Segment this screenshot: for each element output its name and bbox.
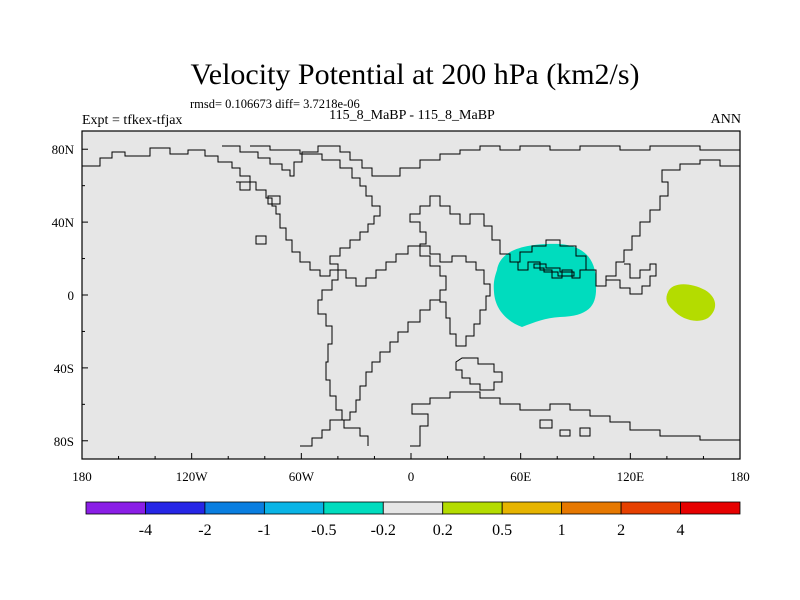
y-tick-label: 80N [52, 142, 75, 157]
colorbar-swatch [680, 501, 741, 515]
negative-anomaly-region [493, 243, 597, 327]
coastline-arctic-islands [236, 181, 281, 245]
latitude-axis: 80N 40N 0 40S 80S [52, 142, 88, 449]
y-tick-label: 80S [54, 434, 74, 449]
colorbar-label: 2 [617, 522, 625, 539]
coastline-asia-south [510, 261, 586, 279]
colorbar: -4 -2 -1 -0.5 -0.2 0.2 0.5 1 2 4 [85, 501, 741, 539]
x-tick-label: 120E [617, 469, 645, 484]
x-tick-label: 120W [176, 469, 209, 484]
colorbar-swatch [561, 501, 622, 515]
coastline-eurasia-africa [382, 145, 740, 287]
y-tick-label: 40N [52, 215, 75, 230]
x-tick-label: 0 [408, 469, 415, 484]
x-tick-label: 180 [730, 469, 750, 484]
case-label: 115_8_MaBP - 115_8_MaBP [329, 108, 495, 123]
coastline-australia [455, 357, 503, 391]
colorbar-label: 4 [677, 522, 685, 539]
colorbar-label: -4 [139, 522, 152, 539]
colorbar-label: -0.5 [311, 522, 336, 539]
y-tick-label: 0 [68, 288, 75, 303]
coastline-north-america [82, 145, 381, 277]
colorbar-swatch [442, 501, 503, 515]
colorbar-swatch [263, 501, 325, 515]
coastline-africa [420, 245, 491, 347]
x-tick-label: 60E [510, 469, 531, 484]
positive-anomaly-region [666, 284, 716, 321]
colorbar-swatch [204, 501, 265, 515]
colorbar-label: -0.2 [371, 522, 396, 539]
colorbar-swatch [85, 501, 146, 515]
x-tick-label: 180 [72, 469, 92, 484]
colorbar-label: 0.5 [492, 522, 512, 539]
stats-line: rmsd= 0.106673 diff= 3.7218e-06 [190, 97, 360, 111]
colorbar-swatch [501, 501, 563, 515]
coastline-south-america [317, 245, 447, 421]
map-panel: 180 120W 60W 0 60E 120E 180 80N 40N 0 40S 80S [52, 130, 750, 484]
colorbar-swatch [382, 501, 444, 515]
longitude-axis: 180 120W 60W 0 60E 120E 180 [72, 453, 750, 484]
colorbar-swatch [323, 501, 384, 515]
x-tick-label: 60W [289, 469, 315, 484]
coastlines [82, 145, 740, 447]
coastline-maritime-continent [596, 263, 657, 295]
colorbar-label: -1 [258, 522, 271, 539]
colorbar-label: 1 [558, 522, 566, 539]
y-tick-label: 40S [54, 361, 74, 376]
colorbar-label: -2 [198, 522, 211, 539]
experiment-label: Expt = tfkex-tfjax [82, 113, 182, 128]
coastline-antarctica [300, 391, 740, 447]
colorbar-label: 0.2 [433, 522, 453, 539]
season-label: ANN [711, 112, 741, 127]
map-background [82, 131, 740, 459]
figure-title: Velocity Potential at 200 hPa (km2/s) [190, 58, 639, 91]
coastline-greenland [222, 145, 382, 177]
colorbar-swatch [620, 501, 681, 515]
colorbar-swatch [145, 501, 206, 515]
